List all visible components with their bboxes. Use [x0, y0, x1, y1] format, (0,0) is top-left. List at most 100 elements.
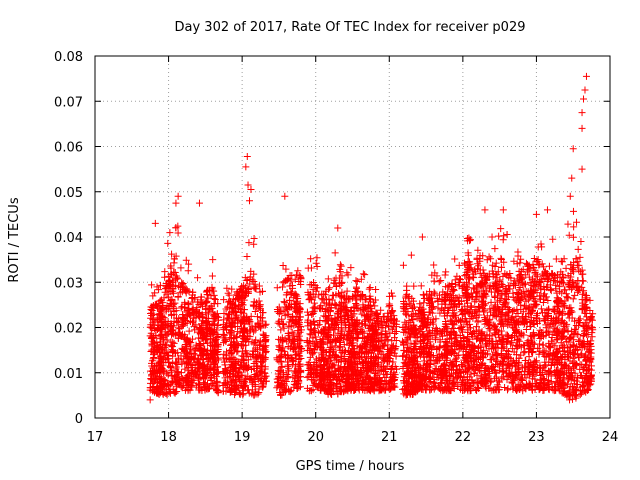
data-point [163, 302, 171, 310]
data-point [453, 318, 461, 326]
data-point [516, 385, 524, 393]
data-point [568, 265, 576, 273]
data-point [525, 383, 533, 391]
data-point [344, 271, 352, 279]
data-point [178, 281, 186, 289]
data-point [260, 343, 268, 351]
data-point [374, 366, 382, 374]
data-point [475, 364, 483, 372]
data-point [455, 282, 463, 290]
data-point [437, 379, 445, 387]
data-point [471, 366, 479, 374]
data-point [148, 324, 156, 332]
data-point [261, 373, 269, 381]
data-point [519, 387, 527, 395]
data-point [497, 310, 505, 318]
data-point [543, 313, 551, 321]
data-point [407, 340, 415, 348]
data-point [389, 307, 397, 315]
data-point [524, 359, 532, 367]
data-point [493, 357, 501, 365]
data-point [326, 299, 334, 307]
data-point [273, 384, 281, 392]
data-point [380, 363, 388, 371]
data-point [533, 310, 541, 318]
data-point [284, 329, 292, 337]
data-point [219, 387, 227, 395]
data-point [580, 332, 588, 340]
data-point [577, 237, 585, 245]
data-point [306, 366, 314, 374]
data-point [433, 328, 441, 336]
data-point [156, 335, 164, 343]
data-point [182, 256, 190, 264]
data-point [330, 331, 338, 339]
data-point [241, 306, 249, 314]
data-point [488, 356, 496, 364]
data-point [402, 294, 410, 302]
data-point [241, 383, 249, 391]
data-point [568, 308, 576, 316]
data-point [509, 289, 517, 297]
data-point [214, 316, 222, 324]
data-point [285, 387, 293, 395]
data-point [174, 324, 182, 332]
data-point [493, 274, 501, 282]
data-point [471, 306, 479, 314]
data-point [312, 381, 320, 389]
data-point [249, 347, 257, 355]
data-point [436, 338, 444, 346]
data-point [504, 282, 512, 290]
data-point [472, 292, 480, 300]
data-point [362, 295, 370, 303]
data-point [375, 323, 383, 331]
data-point [569, 233, 577, 241]
data-point [178, 303, 186, 311]
data-point [344, 332, 352, 340]
data-point [174, 334, 182, 342]
data-point [545, 306, 553, 314]
data-point [488, 345, 496, 353]
data-point [276, 307, 284, 315]
data-point [525, 273, 533, 281]
data-point [149, 380, 157, 388]
data-point [244, 356, 252, 364]
data-point [334, 390, 342, 398]
data-point [549, 386, 557, 394]
data-point [477, 342, 485, 350]
data-point [521, 293, 529, 301]
data-point [324, 275, 332, 283]
data-point [214, 363, 222, 371]
data-point [488, 267, 496, 275]
data-point [371, 302, 379, 310]
data-point [250, 340, 258, 348]
data-point [361, 296, 369, 304]
data-point [576, 336, 584, 344]
data-point [276, 343, 284, 351]
data-point [504, 335, 512, 343]
data-point [504, 348, 512, 356]
data-point [534, 258, 542, 266]
data-point [563, 293, 571, 301]
data-point [284, 352, 292, 360]
data-point [280, 278, 288, 286]
data-point [432, 315, 440, 323]
data-point [206, 373, 214, 381]
data-point [522, 326, 530, 334]
data-point [371, 296, 379, 304]
data-point [569, 295, 577, 303]
data-point [552, 348, 560, 356]
data-point [450, 384, 458, 392]
data-point [519, 265, 527, 273]
data-point [388, 325, 396, 333]
data-point [407, 388, 415, 396]
data-point [548, 334, 556, 342]
data-point [490, 386, 498, 394]
data-point [503, 231, 511, 239]
data-point [308, 310, 316, 318]
data-point [340, 341, 348, 349]
data-point [223, 284, 231, 292]
data-point [505, 316, 513, 324]
data-point [549, 235, 557, 243]
data-point [521, 302, 528, 310]
